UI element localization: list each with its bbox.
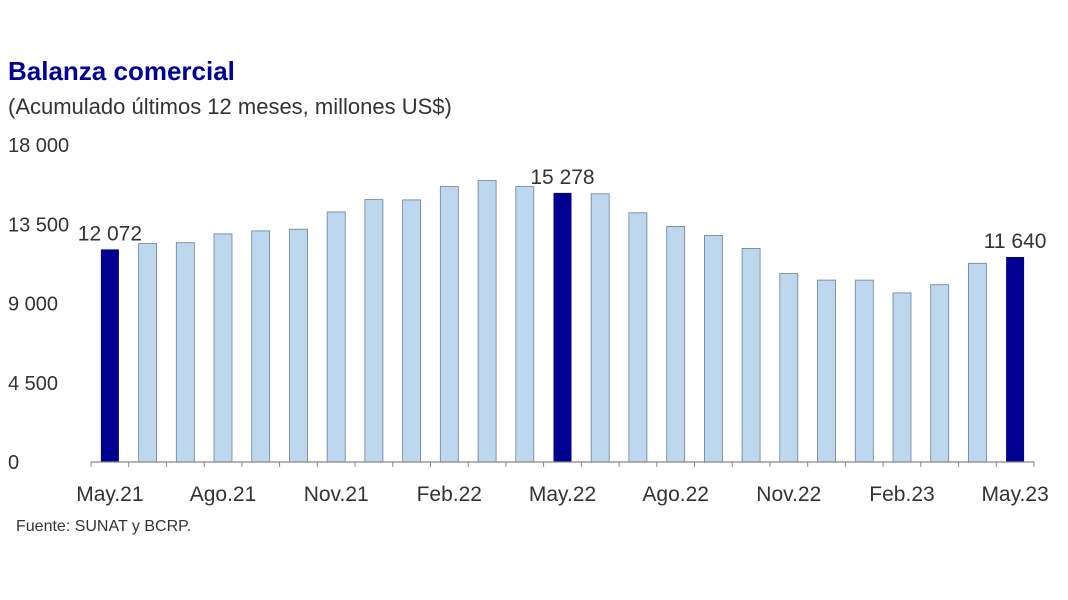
bar-Abr.22 [515,186,535,463]
y-tick-label: 4 500 [8,373,58,395]
data-label: 11 640 [984,230,1047,253]
bar-Abr.23 [968,262,987,463]
data-label: 15 278 [530,166,594,189]
y-tick-label: 18 000 [8,135,69,157]
bar-Jun.22 [590,193,610,463]
bar-Jul.22 [628,212,648,463]
y-tick-label: 9 000 [8,294,58,316]
bar-Dic.22 [817,279,836,463]
chart-source: Fuente: SUNAT y BCRP. [16,518,192,535]
bar-Jun.21 [138,243,158,463]
x-tick-label: Nov.22 [756,483,821,506]
bar-Ene.22 [402,199,422,463]
bar-May.21 [100,249,119,462]
bar-Oct.21 [289,228,308,463]
bar-Nov.21 [326,211,346,463]
x-tick-label: Ago.22 [642,483,709,506]
x-tick-label: Feb.23 [869,483,934,506]
bar-Dic.21 [364,199,384,463]
x-tick-label: May.22 [529,483,596,506]
bar-May.23 [1006,257,1025,462]
y-tick-label: 0 [8,452,19,474]
x-tick-label: May.23 [981,483,1048,506]
y-tick-label: 13 500 [8,214,69,236]
data-label: 12 072 [78,222,142,245]
x-tick-label: Nov.21 [304,483,369,506]
bar-Feb.22 [439,186,459,463]
x-tick-label: Ago.21 [190,483,257,506]
bar-Ago.21 [213,233,233,463]
x-tick-label: Feb.22 [417,483,482,506]
bar-Mar.23 [930,284,950,463]
bar-Ago.22 [666,225,686,463]
chart-title: Balanza comercial [8,56,235,86]
bar-Sep.21 [251,230,271,463]
bar-May.22 [553,192,572,462]
chart-subtitle: (Acumulado últimos 12 meses, millones US… [8,94,452,119]
bar-Mar.22 [477,180,497,463]
x-tick-label: May.21 [76,483,143,506]
bar-Ene.23 [854,279,874,463]
bar-Sep.22 [704,235,723,463]
bar-Feb.23 [892,292,912,463]
bar-Jul.21 [175,242,195,463]
bar-Nov.22 [779,273,799,463]
bar-Oct.22 [741,247,761,463]
